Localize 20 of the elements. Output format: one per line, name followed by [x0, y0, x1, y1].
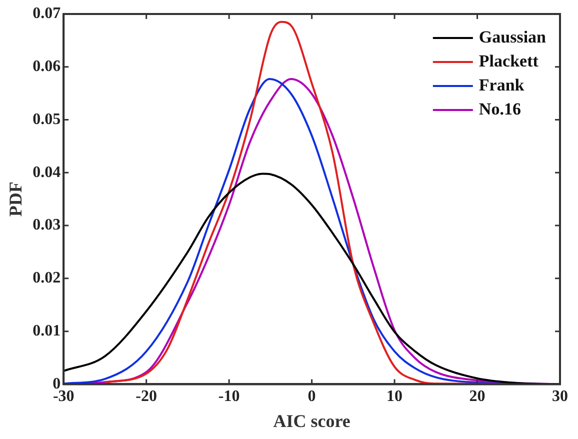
legend-label: Frank [478, 75, 525, 94]
y-tick-label: 0.01 [32, 322, 61, 340]
y-axis-title: PDF [5, 182, 26, 217]
x-tick-label: 0 [308, 388, 316, 405]
legend-label: Gaussian [478, 27, 547, 46]
x-tick-label: -30 [52, 388, 74, 405]
legend-label: Plackett [478, 51, 539, 70]
x-axis-title: AIC score [273, 410, 350, 431]
x-tick-label: -10 [218, 388, 240, 405]
y-tick-label: 0.06 [32, 58, 61, 76]
x-tick-label: 30 [552, 388, 568, 405]
y-tick-label: 0.07 [32, 5, 61, 22]
y-tick-label: 0.05 [32, 110, 61, 128]
legend-label: No.16 [478, 99, 521, 118]
y-tick-label: 0.04 [32, 164, 61, 181]
y-tick-label: 0.03 [32, 216, 61, 234]
y-tick-label: 0.02 [32, 270, 61, 287]
x-tick-label: 20 [469, 388, 486, 405]
x-tick-label: 10 [386, 388, 403, 405]
x-tick-label: -20 [136, 388, 157, 405]
